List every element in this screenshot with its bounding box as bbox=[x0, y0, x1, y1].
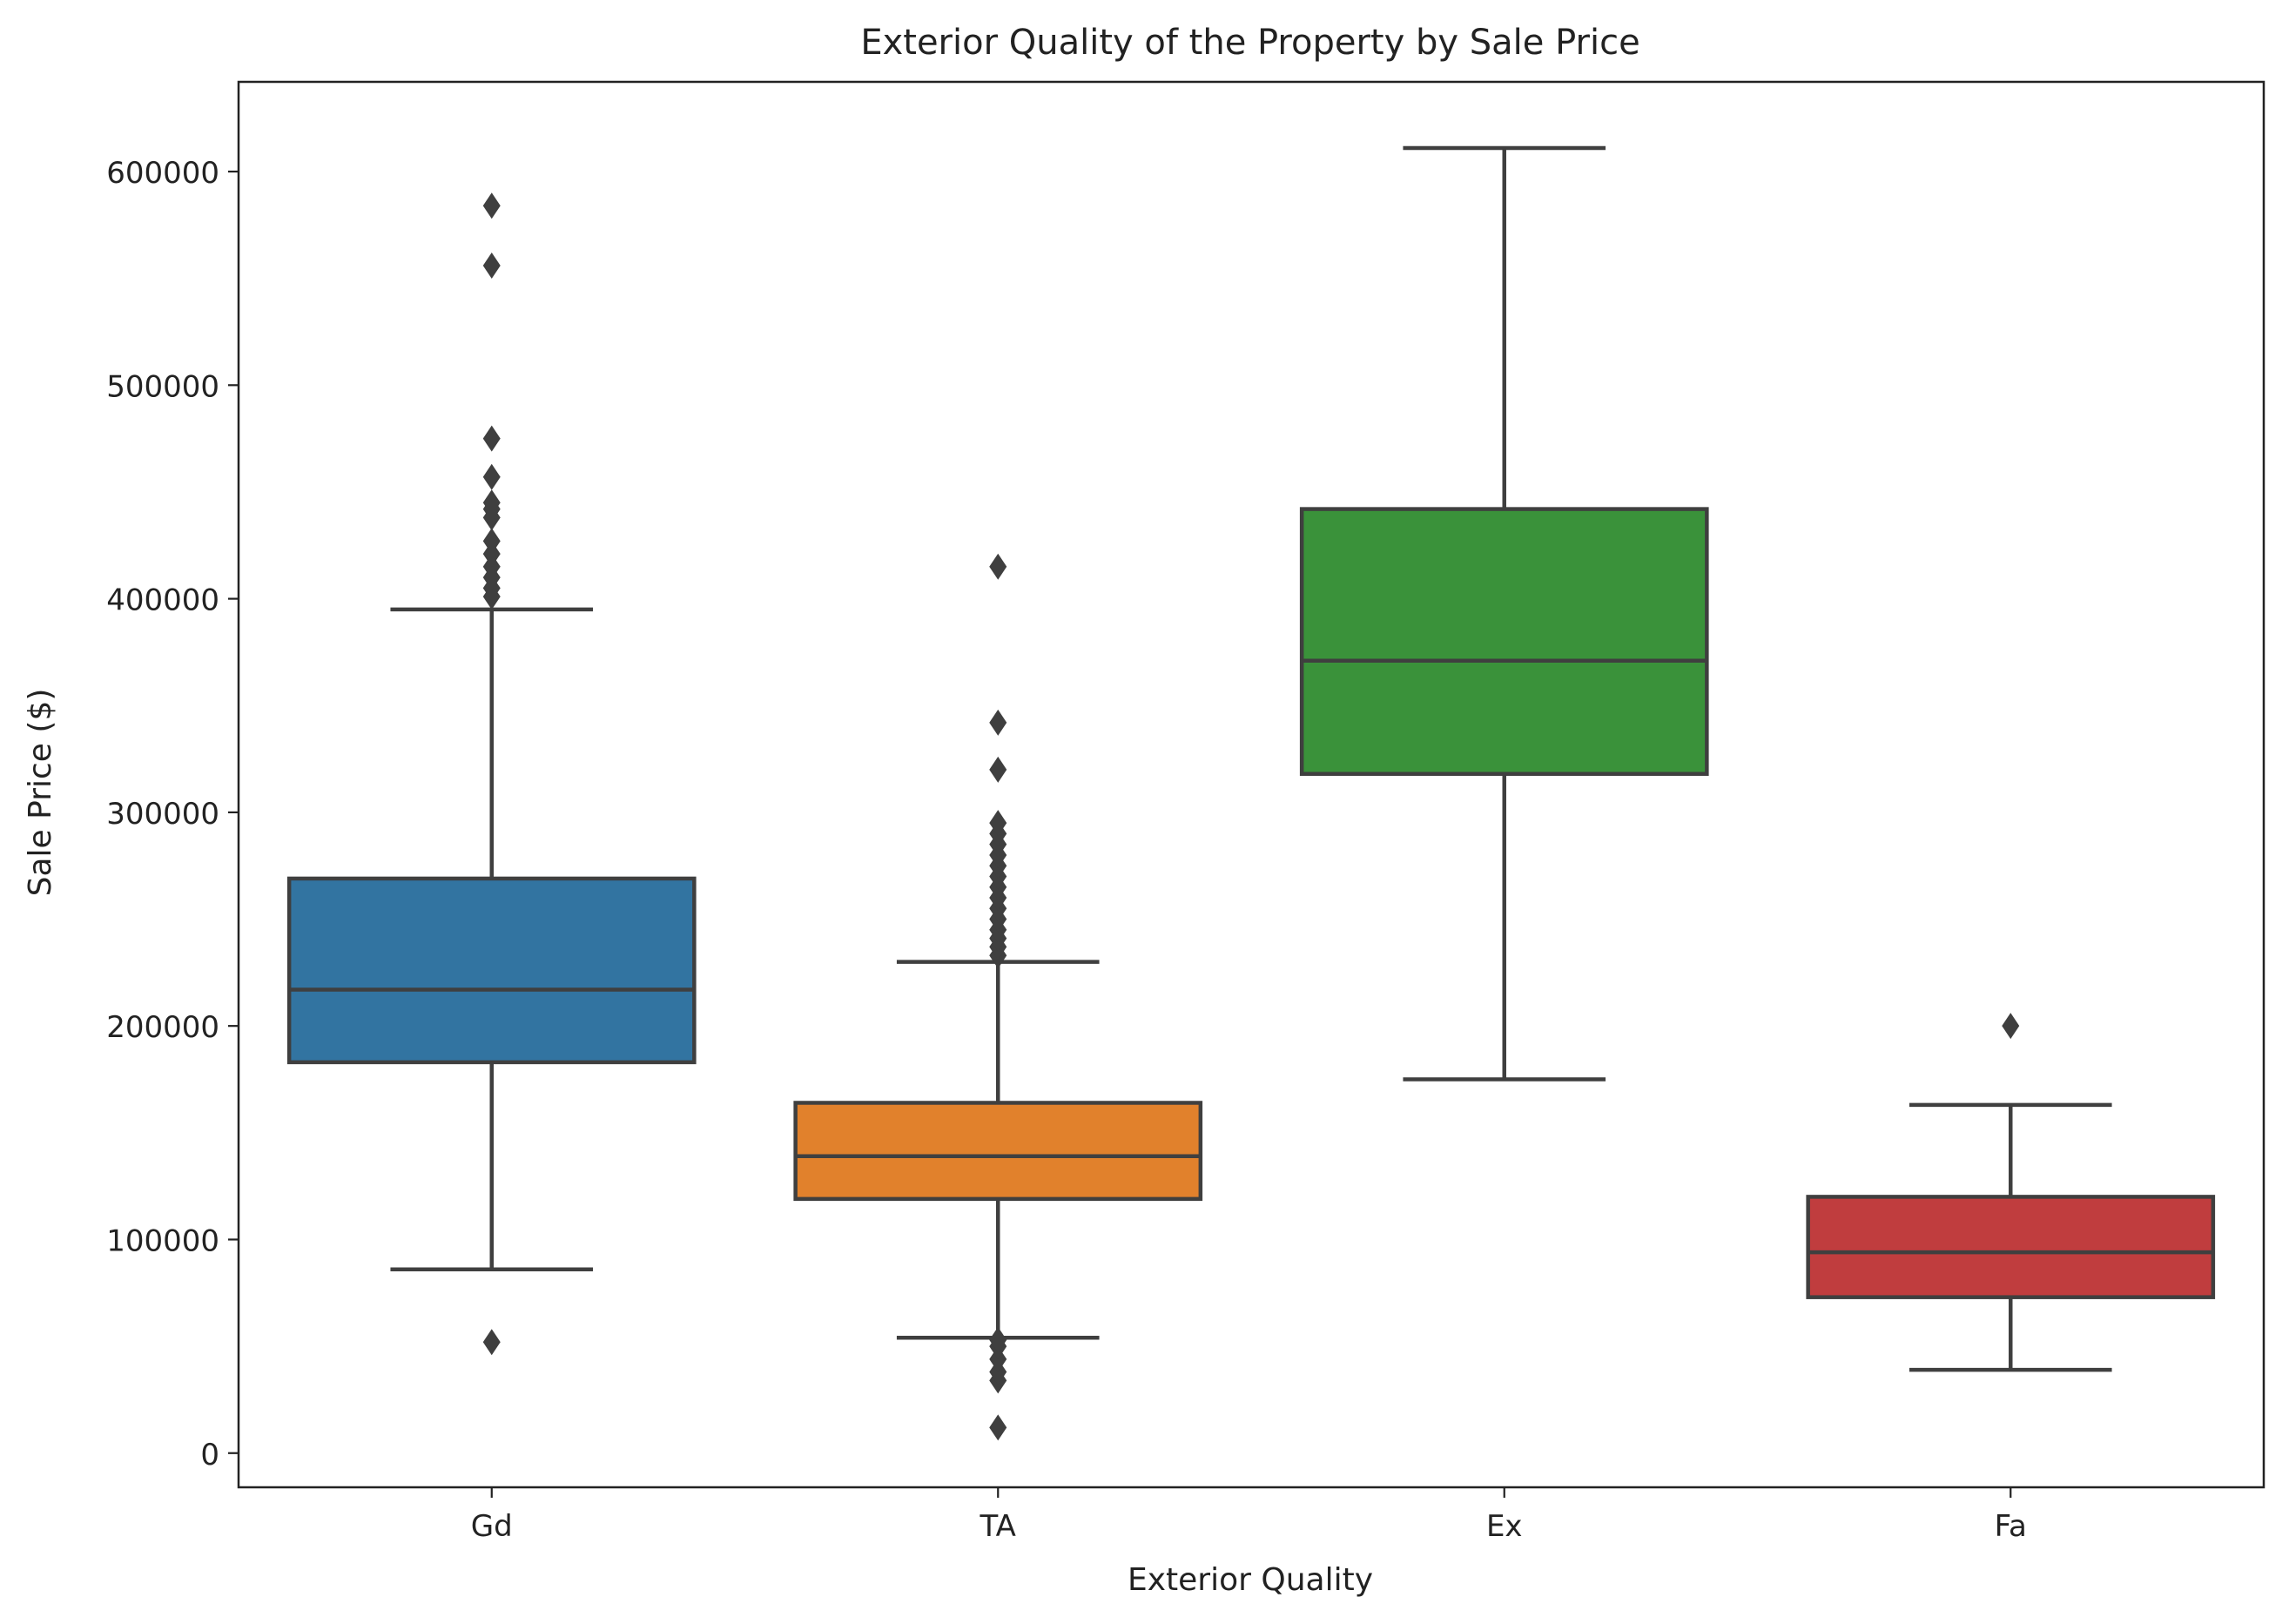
outlier-point bbox=[2002, 1013, 2020, 1040]
y-axis: 0 100000 200000 300000 400000 500000 600000 bbox=[106, 156, 239, 1472]
outlier-point bbox=[482, 192, 501, 219]
box-group-Ex bbox=[1299, 145, 1709, 1082]
box-iqr bbox=[793, 1101, 1203, 1202]
outlier-point bbox=[482, 489, 501, 516]
outlier-point bbox=[482, 528, 501, 555]
y-axis-label: Sale Price ($) bbox=[23, 689, 58, 897]
x-axis: Gd TA Ex Fa bbox=[471, 1487, 2027, 1544]
outlier-point bbox=[482, 463, 501, 490]
outlier-point bbox=[482, 425, 501, 452]
chart-title: Exterior Quality of the Property by Sale… bbox=[860, 23, 1639, 63]
outlier-point bbox=[482, 252, 501, 279]
box-iqr bbox=[1299, 507, 1709, 776]
y-tick-label: 300000 bbox=[106, 797, 219, 832]
outlier-point bbox=[482, 1329, 501, 1356]
x-tick-label: Gd bbox=[471, 1509, 513, 1544]
outlier-point bbox=[989, 1414, 1007, 1441]
box-group-Fa bbox=[1806, 1013, 2216, 1372]
outlier-point bbox=[989, 756, 1007, 783]
y-tick-label: 100000 bbox=[106, 1223, 219, 1258]
outlier-point bbox=[989, 553, 1007, 580]
outlier-point bbox=[989, 709, 1007, 736]
x-axis-label: Exterior Quality bbox=[1128, 1562, 1373, 1598]
x-tick-label: Fa bbox=[1995, 1509, 2027, 1544]
box-group-Gd bbox=[286, 192, 697, 1356]
plot-area bbox=[237, 80, 2265, 1489]
y-tick-label: 500000 bbox=[106, 369, 219, 404]
y-tick-label: 600000 bbox=[106, 156, 219, 191]
y-tick-label: 0 bbox=[200, 1438, 219, 1472]
y-tick-label: 200000 bbox=[106, 1010, 219, 1045]
y-tick-label: 400000 bbox=[106, 583, 219, 618]
box-iqr bbox=[286, 876, 697, 1065]
outlier-point bbox=[989, 1326, 1007, 1353]
x-tick-label: Ex bbox=[1486, 1509, 1523, 1544]
box-group-TA bbox=[793, 553, 1203, 1441]
box-iqr bbox=[1806, 1195, 2216, 1299]
x-tick-label: TA bbox=[980, 1509, 1016, 1544]
outlier-point bbox=[989, 810, 1007, 837]
boxes-layer bbox=[286, 145, 2216, 1441]
plot-frame bbox=[237, 80, 2265, 1489]
